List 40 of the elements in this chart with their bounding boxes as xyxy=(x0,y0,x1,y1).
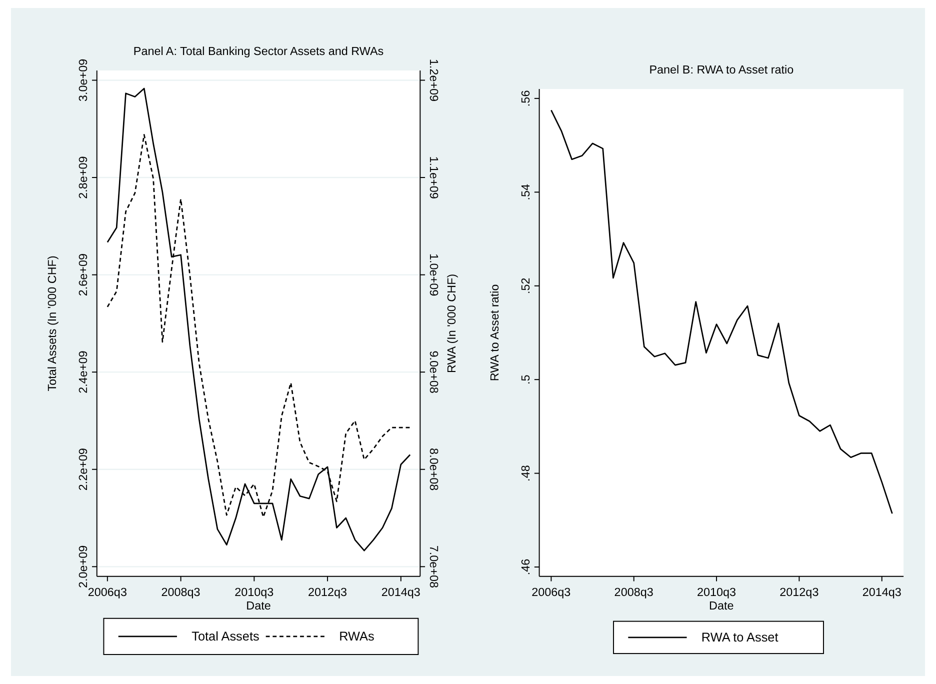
y-tick-label: .46 xyxy=(520,558,533,576)
y-tick-label: 2.4e+09 xyxy=(77,350,90,394)
y2-tick-label: 1.1e+09 xyxy=(426,156,440,199)
x-tick-label: 2010q3 xyxy=(696,586,736,599)
legend-label: RWAs xyxy=(339,629,374,644)
legend-label: Total Assets xyxy=(192,629,260,644)
y-tick-label: 2.6e+09 xyxy=(77,253,90,296)
x-tick-label: 2014q3 xyxy=(381,586,420,599)
x-tick-label: 2008q3 xyxy=(161,586,200,599)
y2-tick-label: 7.0e+08 xyxy=(426,545,440,588)
line-series xyxy=(550,109,893,514)
x-tick-label: 2006q3 xyxy=(88,586,127,599)
x-tick-label: 2012q3 xyxy=(308,586,348,599)
y-tick-label: 2.2e+09 xyxy=(77,448,90,491)
chart-title: Panel A: Total Banking Sector Assets and RWAs xyxy=(133,44,384,58)
x-tick-label: 2006q3 xyxy=(532,586,571,599)
line-series xyxy=(106,88,411,552)
y2-tick-label: 8.0e+08 xyxy=(426,448,440,491)
x-axis-title: Date xyxy=(709,600,734,613)
x-tick-label: 2014q3 xyxy=(862,586,902,599)
x-axis-title: Date xyxy=(246,600,271,613)
y-axis-title: Total Assets (In '000 CHF) xyxy=(46,256,59,392)
y2-tick-label: 9.0e+08 xyxy=(426,350,440,394)
legend-label: RWA to Asset xyxy=(701,630,779,644)
y-tick-label: .48 xyxy=(520,465,533,482)
x-tick-label: 2012q3 xyxy=(780,586,819,599)
y-tick-label: .54 xyxy=(520,184,533,200)
y2-tick-label: 1.2e+09 xyxy=(426,58,440,102)
y-tick-label: 3.0e+09 xyxy=(77,58,90,102)
y-tick-label: 2.0e+09 xyxy=(77,545,90,588)
y2-tick-label: 1.0e+09 xyxy=(426,253,440,296)
x-tick-label: 2010q3 xyxy=(234,586,274,599)
chart-title: Panel B: RWA to Asset ratio xyxy=(649,63,794,76)
x-tick-label: 2008q3 xyxy=(614,586,654,599)
y-axis-title: RWA to Asset ratio xyxy=(488,284,502,382)
y-tick-label: .52 xyxy=(520,278,533,294)
y-tick-label: .56 xyxy=(520,90,533,107)
y2-axis-title: RWA (In '000 CHF) xyxy=(445,274,458,374)
y-tick-label: .5 xyxy=(520,374,533,384)
y-tick-label: 2.8e+09 xyxy=(77,156,90,199)
